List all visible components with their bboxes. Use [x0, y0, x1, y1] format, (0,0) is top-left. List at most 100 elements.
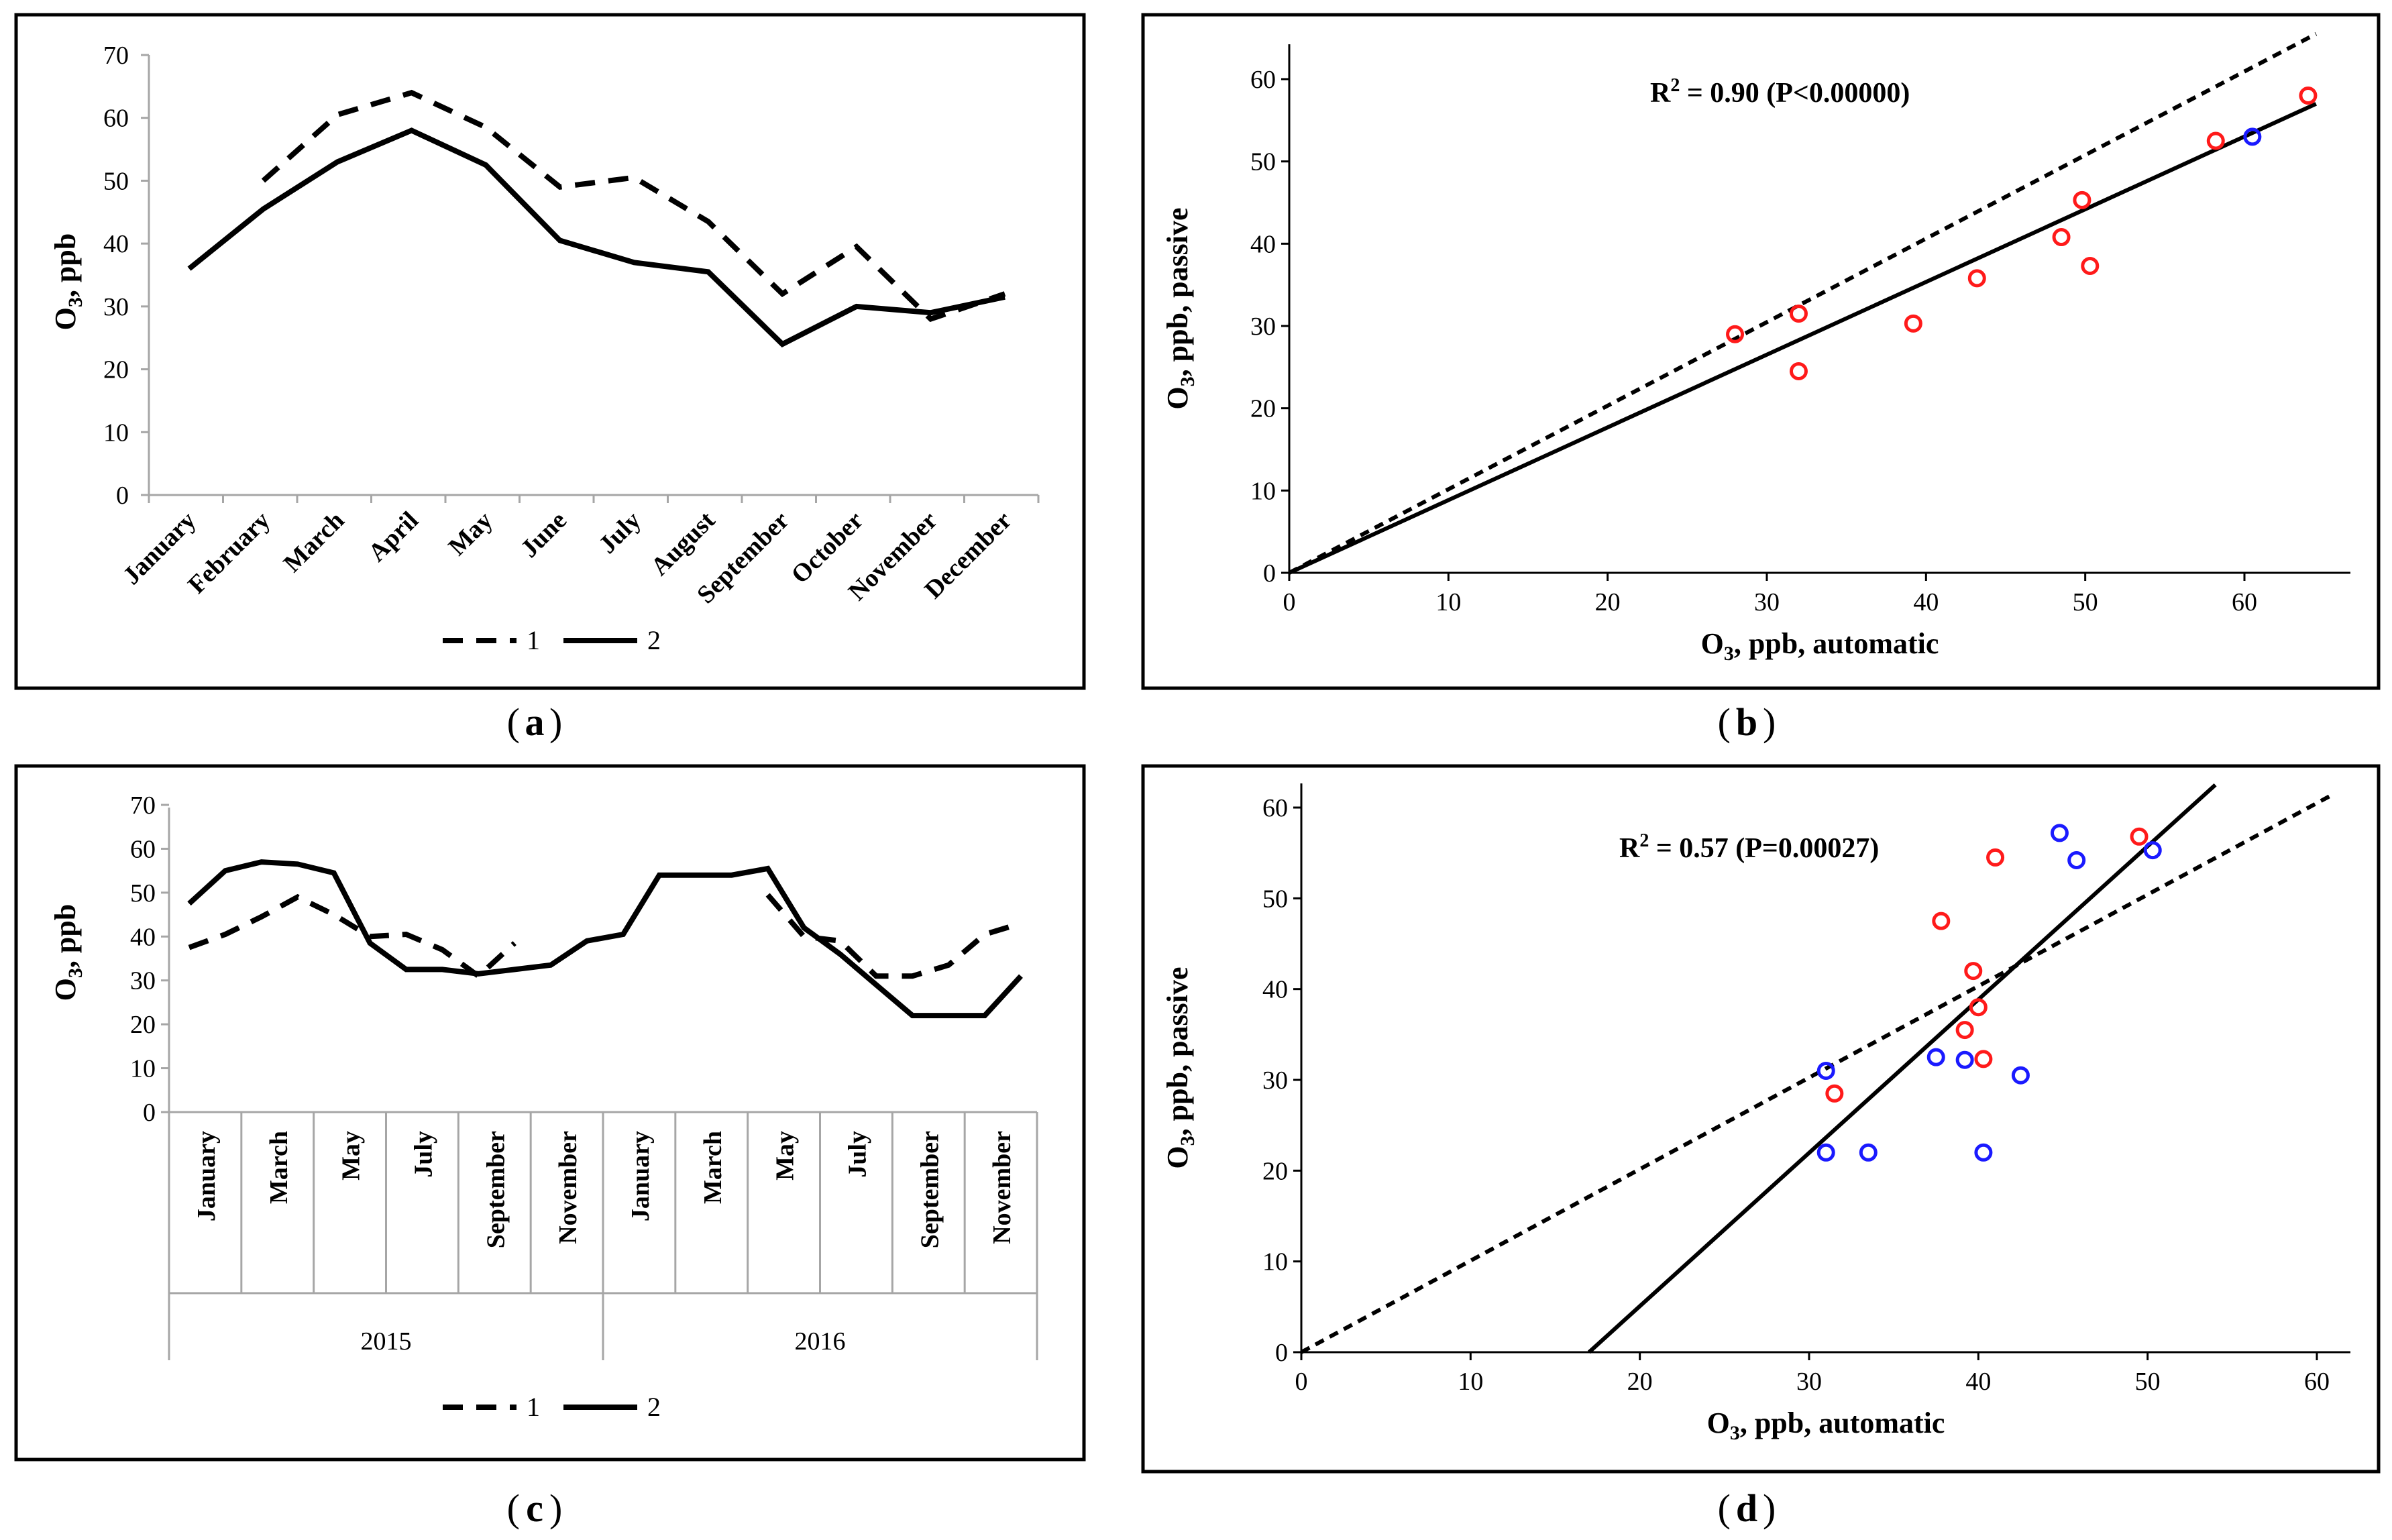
d-point-blue [2067, 850, 2086, 869]
d-point-red [2130, 827, 2149, 846]
c-x-tick-label: March [699, 1131, 727, 1204]
a-y-tick-label: 40 [103, 230, 129, 258]
a-y-tick-label: 50 [103, 167, 129, 195]
d-y-tick-label: 40 [1262, 976, 1288, 1004]
d-y-tick-label: 10 [1262, 1248, 1288, 1276]
c-x-tick-label: May [337, 1131, 366, 1180]
c-x-tick-label: March [265, 1131, 293, 1204]
caption-a: ( a ) [507, 700, 563, 744]
d-y-axis-label: O3, ppb, passive [1161, 967, 1199, 1168]
b-y-axis-label: O3, ppb, passive [1161, 207, 1199, 409]
c-legend-label-2: 2 [647, 1392, 661, 1422]
a-y-tick-label: 30 [103, 293, 129, 321]
d-x-tick-label: 30 [1796, 1368, 1822, 1396]
d-x-tick-label: 40 [1965, 1368, 1991, 1396]
c-year-label: 2016 [795, 1327, 846, 1356]
d-y-tick-label: 30 [1262, 1066, 1288, 1095]
a-series-1 [261, 89, 1006, 323]
b-point-red [2073, 190, 2091, 209]
d-x-tick-label: 60 [2304, 1368, 2330, 1396]
b-point-red [2081, 256, 2100, 275]
a-y-tick-label: 0 [116, 482, 129, 510]
panel-b-frame [1141, 13, 2381, 690]
b-y-tick-label: 60 [1250, 66, 1276, 94]
c-y-tick-label: 10 [130, 1055, 156, 1083]
c-y-tick-label: 40 [130, 923, 156, 951]
d-point-red [1964, 962, 1983, 981]
b-y-tick-label: 10 [1250, 477, 1276, 505]
d-point-red [1955, 1021, 1974, 1040]
svg-text:(: ( [507, 1486, 520, 1530]
d-point-red [1932, 912, 1951, 930]
b-r2-annotation: R2 = 0.90 (P<0.00000) [1650, 75, 1910, 109]
d-point-blue [1816, 1143, 1835, 1162]
b-x-tick-label: 30 [1754, 588, 1780, 616]
a-legend-label-2: 2 [647, 625, 661, 655]
b-point-red [1967, 269, 1986, 288]
b-y-tick-label: 30 [1250, 313, 1276, 341]
b-point-red [1789, 305, 1808, 323]
caption-d: ( d ) [1718, 1486, 1776, 1530]
c-x-tick-label: November [554, 1131, 582, 1244]
svg-text:a: a [525, 700, 545, 744]
a-series-2 [187, 127, 1005, 347]
d-point-blue [1955, 1050, 1974, 1069]
d-y-tick-label: 20 [1262, 1157, 1288, 1185]
panel-a-frame [14, 13, 1086, 690]
c-y-tick-label: 0 [143, 1099, 156, 1127]
b-y-tick-label: 40 [1250, 230, 1276, 258]
b-point-blue [2243, 127, 2262, 146]
c-y-tick-label: 20 [130, 1011, 156, 1039]
a-y-tick-label: 20 [103, 356, 129, 384]
b-point-red [2299, 87, 2318, 105]
d-y-tick-label: 60 [1262, 794, 1288, 822]
svg-text:): ) [1763, 1486, 1776, 1530]
svg-text:(: ( [507, 700, 520, 744]
panel-d-frame [1141, 764, 2381, 1474]
d-y-tick-label: 0 [1275, 1339, 1288, 1367]
b-line-dashed [1288, 32, 2318, 575]
c-x-tick-label: July [409, 1131, 437, 1178]
c-legend-label-1: 1 [527, 1392, 540, 1422]
svg-text:): ) [1763, 700, 1776, 744]
b-line-solid [1288, 102, 2318, 575]
b-point-red [1904, 314, 1922, 333]
d-point-blue [2143, 841, 2162, 860]
c-year-label: 2015 [361, 1327, 412, 1356]
a-y-tick-label: 70 [103, 42, 129, 70]
caption-c: ( c ) [507, 1486, 563, 1530]
d-point-blue [1974, 1143, 1993, 1162]
svg-text:(: ( [1718, 700, 1731, 744]
c-y-axis-label: O3, ppb [49, 904, 87, 1001]
svg-text:): ) [549, 1486, 562, 1530]
c-x-tick-label: July [843, 1131, 871, 1178]
c-x-tick-label: May [771, 1131, 800, 1180]
c-y-tick-label: 60 [130, 835, 156, 863]
d-x-tick-label: 10 [1458, 1368, 1483, 1396]
d-x-tick-label: 20 [1627, 1368, 1653, 1396]
svg-text:(: ( [1718, 1486, 1731, 1530]
svg-text:d: d [1736, 1486, 1757, 1530]
d-point-blue [1816, 1061, 1835, 1080]
c-y-tick-label: 50 [130, 879, 156, 908]
d-point-blue [2050, 824, 2069, 842]
d-point-red [1986, 848, 2005, 867]
b-y-tick-label: 20 [1250, 395, 1276, 423]
c-x-tick-label: January [193, 1131, 221, 1221]
d-point-blue [1859, 1143, 1878, 1162]
chart-d-scatter: 0 10 20 30 40 50 60 0 10 20 30 40 50 60 R2 = 0.57 (P=0… [1161, 783, 2350, 1444]
d-line-solid [1587, 783, 2217, 1354]
b-point-red [2206, 131, 2225, 150]
b-x-tick-label: 0 [1283, 588, 1296, 616]
b-x-tick-label: 60 [2232, 588, 2257, 616]
c-x-tick-label: November [988, 1131, 1016, 1244]
d-point-red [1974, 1050, 1993, 1068]
d-point-red [1825, 1084, 1844, 1103]
svg-text:b: b [1736, 700, 1757, 744]
svg-text:): ) [549, 700, 562, 744]
a-legend-label-1: 1 [527, 625, 540, 655]
b-y-tick-label: 0 [1263, 559, 1276, 588]
c-x-tick-label: September [916, 1131, 944, 1248]
c-x-tick-label: September [482, 1131, 510, 1248]
